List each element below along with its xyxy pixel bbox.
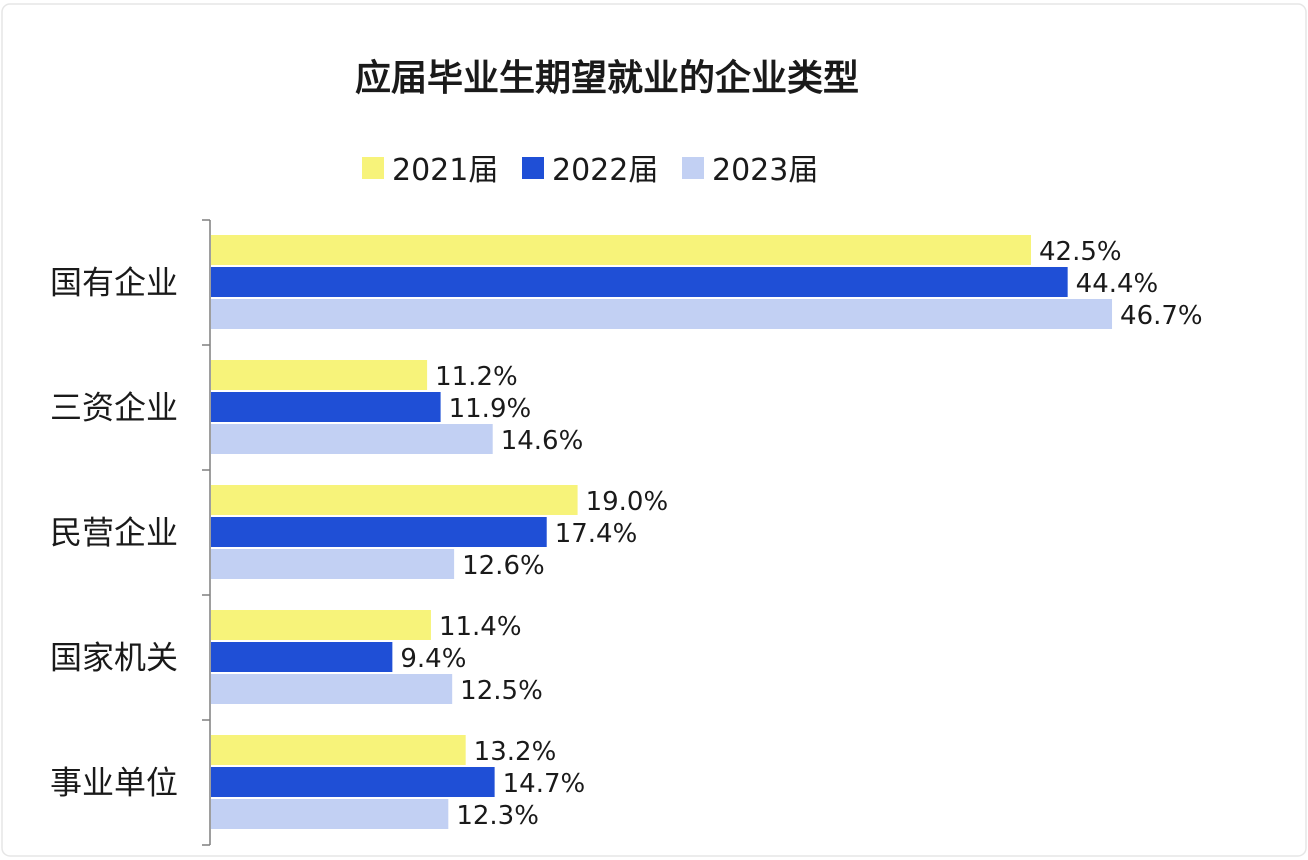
legend-swatch-2 (522, 157, 544, 179)
legend-label-2: 2022届 (552, 153, 658, 188)
legend-swatch-3 (682, 157, 704, 179)
bar-3-2 (211, 517, 547, 547)
bar-5-1 (211, 735, 466, 765)
value-label-4-2: 9.4% (400, 644, 466, 674)
value-label-2-1: 11.2% (435, 362, 518, 392)
value-label-4-1: 11.4% (439, 612, 522, 642)
bar-5-3 (211, 799, 449, 829)
bar-5-2 (211, 767, 495, 797)
category-label-2: 三资企业 (50, 389, 178, 427)
category-label-1: 国有企业 (50, 264, 178, 302)
category-label-5: 事业单位 (50, 764, 178, 802)
bar-2-2 (211, 392, 441, 422)
bar-1-3 (211, 299, 1113, 329)
bar-2-3 (211, 424, 493, 454)
value-label-3-3: 12.6% (462, 551, 545, 581)
value-label-1-2: 44.4% (1076, 269, 1159, 299)
legend-label-1: 2021届 (392, 153, 498, 188)
value-label-4-3: 12.5% (460, 676, 543, 706)
value-label-2-2: 11.9% (449, 394, 532, 424)
bar-3-3 (211, 549, 455, 579)
bar-4-3 (211, 674, 453, 704)
legend-label-3: 2023届 (712, 153, 818, 188)
category-axis (202, 219, 211, 846)
value-label-5-3: 12.3% (456, 801, 539, 831)
bar-1-2 (211, 267, 1068, 297)
bar-4-2 (211, 642, 393, 672)
category-label-4: 国家机关 (50, 639, 178, 677)
value-label-5-1: 13.2% (474, 737, 557, 767)
legend: 2021届 2022届 2023届 (362, 153, 818, 188)
value-label-1-1: 42.5% (1039, 237, 1122, 267)
legend-swatch-1 (362, 157, 384, 179)
value-label-3-2: 17.4% (555, 519, 638, 549)
value-label-2-3: 14.6% (501, 426, 584, 456)
value-labels: 42.5%44.4%46.7% 11.2%11.9%14.6% 19.0%17.4%… (400, 237, 1202, 831)
value-label-3-1: 19.0% (586, 487, 669, 517)
bar-1-1 (211, 235, 1031, 265)
value-label-5-2: 14.7% (503, 769, 586, 799)
category-label-3: 民营企业 (50, 514, 178, 552)
bar-2-1 (211, 360, 428, 390)
chart-card (1, 3, 1307, 857)
bars (211, 235, 1113, 829)
value-label-1-3: 46.7% (1120, 301, 1203, 331)
bar-4-1 (211, 610, 431, 640)
chart-title: 应届毕业生期望就业的企业类型 (355, 57, 859, 99)
bar-3-1 (211, 485, 578, 515)
